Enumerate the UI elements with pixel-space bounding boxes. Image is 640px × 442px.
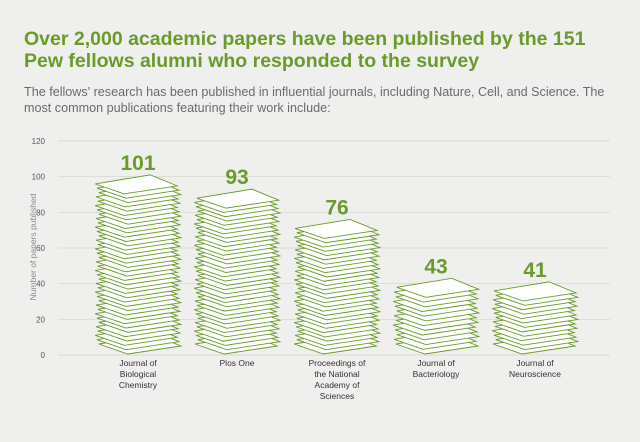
- bars: [95, 174, 580, 355]
- subtitle: The fellows' research has been published…: [24, 85, 605, 115]
- y-tick-label: 80: [36, 208, 45, 217]
- paper-sheet: [396, 277, 481, 298]
- category-label: Journal of Neuroscience: [509, 358, 561, 379]
- y-axis-label: Number of papers published: [28, 193, 38, 300]
- bar: [294, 219, 382, 355]
- y-tick-label: 60: [36, 244, 45, 253]
- bar: [492, 281, 580, 355]
- bar: [393, 277, 481, 355]
- category-labels: Journal of Biological Chemistry Plos One Pro…: [119, 358, 561, 401]
- bar-value-label: 76: [325, 196, 348, 219]
- bar-value-label: 43: [424, 255, 447, 278]
- bar: [95, 174, 183, 355]
- category-label: Journal of Bacteriology: [413, 358, 461, 379]
- paper-sheet: [196, 188, 281, 209]
- bar-value-label: 101: [120, 152, 155, 175]
- headline: Over 2,000 academic papers have been pub…: [24, 28, 586, 72]
- category-label: Plos One: [220, 358, 255, 368]
- bar: [194, 188, 282, 355]
- y-tick-label: 20: [36, 315, 45, 324]
- y-tick-label: 40: [36, 280, 45, 289]
- paper-sheet: [493, 281, 578, 302]
- paper-sheet: [294, 219, 379, 239]
- category-label: Journal of Biological Chemistry: [119, 358, 158, 390]
- bar-value-label: 41: [523, 259, 547, 282]
- y-tick-label: 120: [32, 137, 46, 146]
- value-labels: 101 93 76 43 41: [120, 152, 547, 282]
- paper-sheet: [95, 174, 179, 195]
- y-axis-ticks: 0 20 40 60 80 100 120: [32, 137, 46, 360]
- y-tick-label: 0: [41, 351, 46, 360]
- y-tick-label: 100: [32, 173, 46, 182]
- bar-value-label: 93: [225, 166, 248, 189]
- category-label: Proceedings of the National Academy of Scie…: [309, 358, 366, 401]
